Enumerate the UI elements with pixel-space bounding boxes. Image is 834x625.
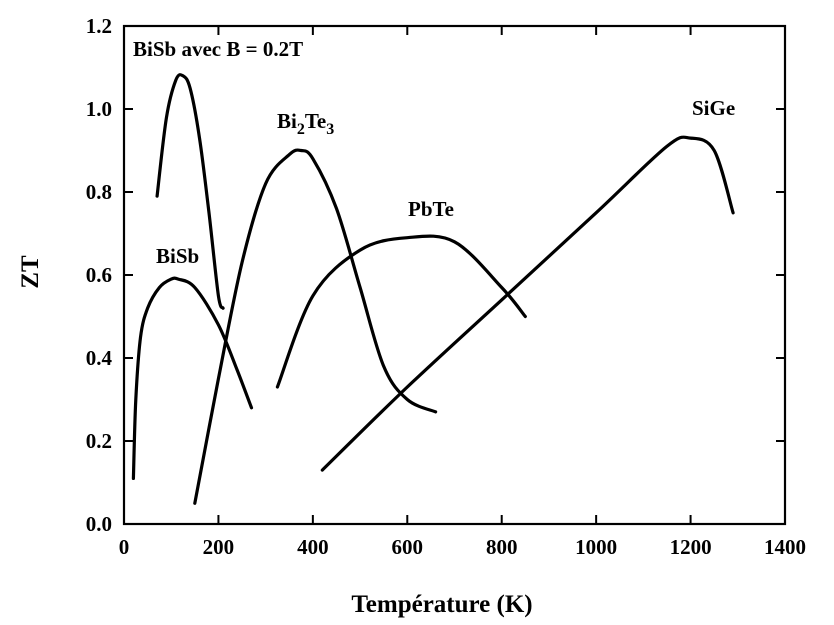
y-axis-label: ZT (17, 255, 44, 289)
series-line-bisb-avec-b-0-2t (155, 73, 225, 310)
y-tick-label: 0.4 (86, 346, 113, 370)
series-label-part: 3 (326, 121, 334, 138)
series-line-bisb (131, 276, 254, 480)
y-tick-label: 1.2 (86, 14, 112, 38)
y-tick-label: 1.0 (86, 97, 112, 121)
x-tick-label: 800 (486, 535, 518, 559)
series-label-bisb-avec-b-0-2t: BiSb avec B = 0.2T (133, 37, 303, 61)
axis-tick-labels: 0 200 400 600 800 1000 1200 1400 0.0 0.2 0.4 0.6 0.8… (86, 14, 806, 559)
x-tick-label: 600 (392, 535, 424, 559)
x-tick-label: 400 (297, 535, 329, 559)
series-label-pbte: PbTe (408, 197, 454, 221)
axis-ticks (123, 25, 786, 525)
x-axis-label: Température (K) (351, 591, 532, 618)
x-tick-label: 1400 (764, 535, 806, 559)
y-tick-label: 0.6 (86, 263, 112, 287)
x-tick-label: 1000 (575, 535, 617, 559)
series-line-sige (320, 135, 735, 472)
data-series (131, 73, 735, 505)
y-tick-label: 0.2 (86, 429, 112, 453)
series-labels: BiSb avec B = 0.2T BiSb Bi2Te3 PbTe SiGe (133, 37, 735, 268)
x-tick-label: 1200 (670, 535, 712, 559)
series-label-bi: Bi2Te3 (277, 109, 334, 138)
series-label-bisb: BiSb (156, 244, 199, 268)
series-label-sige: SiGe (692, 96, 735, 120)
series-line-bi (193, 148, 438, 505)
series-label-part: Bi (277, 109, 297, 133)
x-tick-label: 200 (203, 535, 235, 559)
y-tick-label: 0.8 (86, 180, 112, 204)
series-label-part: Te (305, 109, 326, 133)
y-tick-label: 0.0 (86, 512, 112, 536)
x-tick-label: 0 (119, 535, 130, 559)
plot-frame (122, 24, 787, 526)
series-line-pbte (275, 234, 527, 389)
series-label-part: 2 (297, 121, 305, 138)
